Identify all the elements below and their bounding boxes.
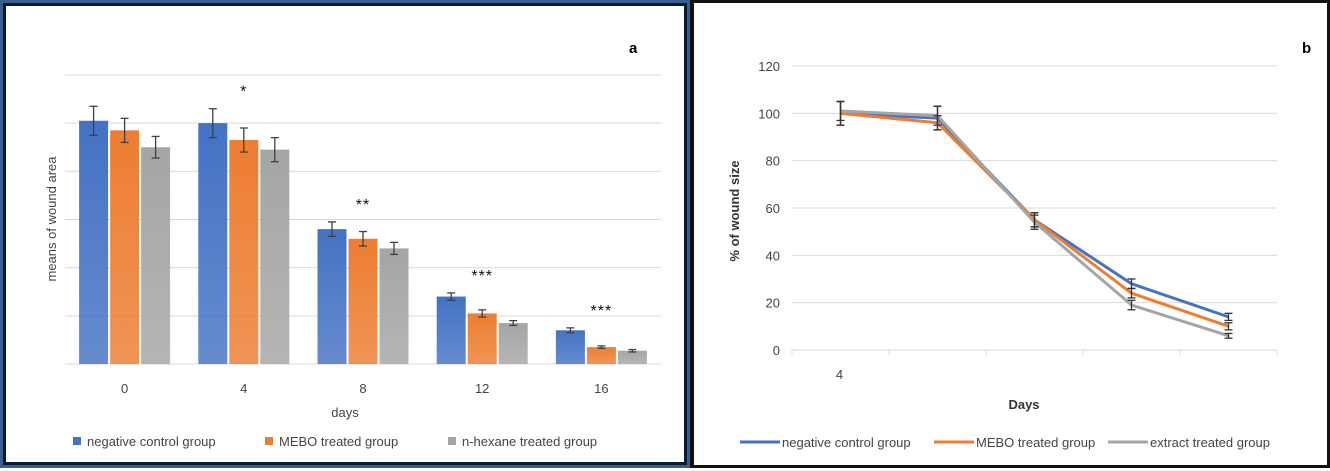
legend-swatch (73, 437, 81, 445)
legend-label: negative control group (782, 435, 911, 450)
bar (498, 323, 528, 364)
y-tick-label: 20 (766, 296, 780, 311)
legend-label: extract treated group (1150, 435, 1270, 450)
y-tick-label: 60 (766, 201, 780, 216)
y-tick-label: 40 (766, 248, 780, 263)
y-tick-label: 120 (758, 59, 780, 74)
x-tick-label: 8 (359, 381, 366, 396)
bar (79, 120, 109, 364)
x-axis-title: Days (1008, 397, 1039, 412)
x-axis-title: days (331, 405, 359, 420)
panel-label: a (629, 40, 638, 57)
x-tick-label: 12 (475, 381, 489, 396)
y-axis-title: % of wound size (727, 160, 742, 261)
legend-label: n-hexane treated group (462, 434, 597, 449)
significance-label: * (240, 84, 247, 101)
bar (260, 149, 290, 364)
bar (586, 347, 616, 364)
line-chart-svg: 0 20 40 60 80 100 120 4 Days % of wound size b nega… (727, 40, 1311, 450)
bar (198, 123, 228, 365)
bar (141, 147, 171, 364)
legend-label: MEBO treated group (976, 435, 1095, 450)
bar (348, 238, 378, 364)
bar (467, 313, 497, 364)
legend-swatch (448, 437, 456, 445)
significance-label: *** (591, 303, 613, 320)
y-tick-label: 100 (758, 106, 780, 121)
legend-label: MEBO treated group (279, 434, 398, 449)
x-tick-label: 4 (836, 367, 843, 382)
significance-label: *** (471, 268, 493, 285)
bar (110, 130, 140, 364)
legend-label: negative control group (87, 434, 216, 449)
bar (555, 330, 585, 364)
chart-panel-b: 0 20 40 60 80 100 120 4 Days % of wound size b nega… (690, 0, 1330, 468)
bar-chart-svg: 0 4 * 8 ** 12 *** 16 *** days means of wound area a… (44, 40, 661, 449)
x-tick-label: 4 (240, 381, 247, 396)
y-axis-title: means of wound area (44, 156, 59, 282)
x-tick-label: 16 (594, 381, 608, 396)
bar (317, 229, 347, 364)
legend-swatch (265, 437, 273, 445)
panel-label: b (1302, 40, 1311, 57)
significance-label: ** (356, 197, 370, 214)
bar (436, 296, 466, 364)
bar (229, 140, 259, 364)
chart-panel-a: 0 4 * 8 ** 12 *** 16 *** days means of wound area a… (0, 0, 690, 468)
x-tick-label: 0 (121, 381, 128, 396)
bar (617, 350, 647, 364)
bar (379, 248, 409, 364)
y-tick-label: 0 (773, 343, 780, 358)
y-tick-label: 80 (766, 154, 780, 169)
